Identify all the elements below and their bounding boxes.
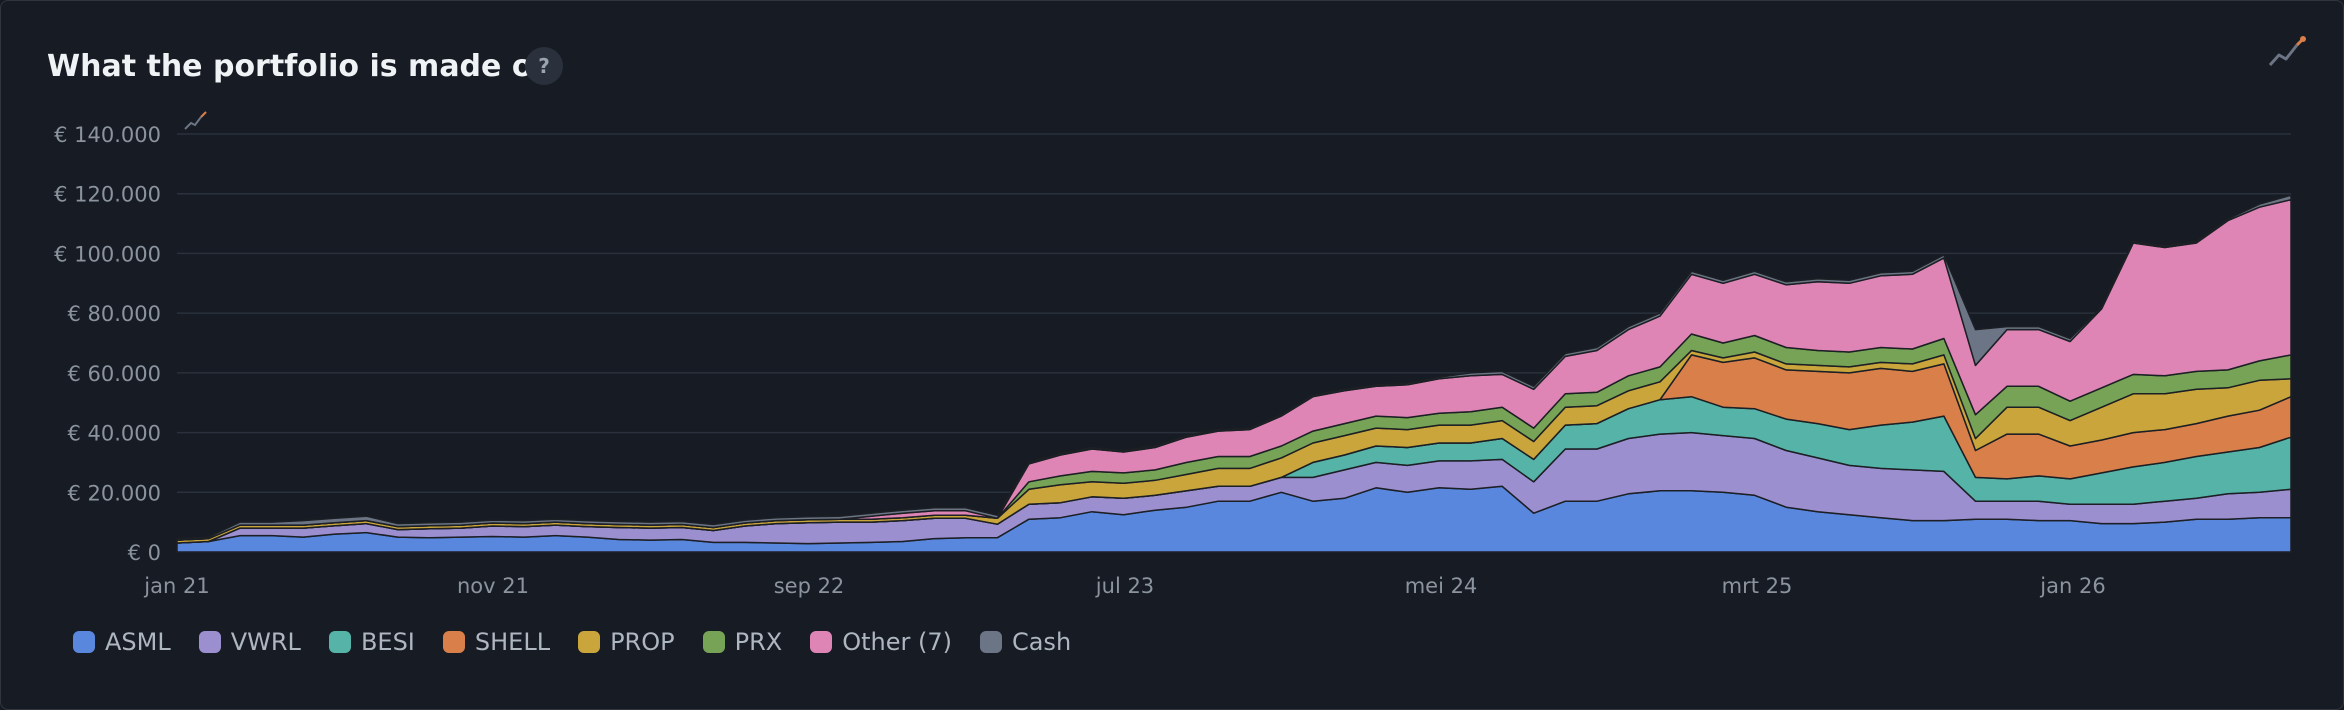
area-series xyxy=(176,194,2292,553)
legend-swatch xyxy=(198,631,221,653)
area-cash[interactable] xyxy=(176,194,2292,541)
legend-item[interactable]: ASML xyxy=(73,628,171,656)
x-tick-label: jan 21 xyxy=(143,574,209,598)
legend-label: Other (7) xyxy=(842,628,952,656)
legend-item[interactable]: Cash xyxy=(979,628,1072,656)
legend-item[interactable]: Other (7) xyxy=(810,628,952,656)
y-axis: € 0 € 20.000 € 40.000 € 60.000 € 80.000 € 100… xyxy=(54,123,161,565)
y-tick-label: € 60.000 xyxy=(67,362,161,386)
legend-item[interactable]: SHELL xyxy=(442,628,551,656)
small-trend-icon xyxy=(184,111,207,130)
x-tick-label: mei 24 xyxy=(1405,574,1478,598)
x-tick-label: nov 21 xyxy=(457,574,529,598)
y-tick-label: € 20.000 xyxy=(67,481,161,505)
x-tick-label: sep 22 xyxy=(774,574,845,598)
legend-swatch xyxy=(578,631,601,653)
y-tick-label: € 0 xyxy=(128,541,161,565)
legend-swatch xyxy=(702,631,725,653)
legend-label: Cash xyxy=(1011,628,1072,656)
legend-label: VWRL xyxy=(230,628,301,656)
legend-swatch xyxy=(442,631,465,653)
legend-swatch xyxy=(979,631,1002,653)
legend-swatch xyxy=(328,631,351,653)
legend-label: PRX xyxy=(734,628,783,656)
y-tick-label: € 80.000 xyxy=(67,302,161,326)
chart-legend: ASML VWRL BESI SHELL PROP PRX Other (7) Cash xyxy=(73,628,1071,656)
y-tick-label: € 140.000 xyxy=(54,123,161,147)
legend-label: ASML xyxy=(105,628,171,656)
y-tick-label: € 100.000 xyxy=(54,242,161,266)
stacked-area-chart: € 0 € 20.000 € 40.000 € 60.000 € 80.000 € 100… xyxy=(54,111,2292,598)
x-tick-label: jan 26 xyxy=(2039,574,2105,598)
legend-label: SHELL xyxy=(474,628,551,656)
card-title: What the portfolio is made of xyxy=(47,49,546,84)
legend-item[interactable]: BESI xyxy=(328,628,415,656)
legend-label: BESI xyxy=(360,628,415,656)
trend-chart-icon[interactable] xyxy=(2267,35,2307,69)
legend-item[interactable]: PROP xyxy=(578,628,675,656)
x-axis: jan 21 nov 21 sep 22 jul 23 mei 24 mrt 25 jan … xyxy=(143,574,2105,598)
legend-swatch xyxy=(810,631,833,653)
y-tick-label: € 40.000 xyxy=(67,422,161,446)
x-tick-label: jul 23 xyxy=(1095,574,1154,598)
x-tick-label: mrt 25 xyxy=(1722,574,1793,598)
legend-item[interactable]: PRX xyxy=(702,628,783,656)
y-tick-label: € 120.000 xyxy=(54,183,161,207)
legend-item[interactable]: VWRL xyxy=(198,628,301,656)
legend-swatch xyxy=(73,631,95,653)
help-icon[interactable]: ? xyxy=(525,47,563,85)
legend-label: PROP xyxy=(610,628,675,656)
